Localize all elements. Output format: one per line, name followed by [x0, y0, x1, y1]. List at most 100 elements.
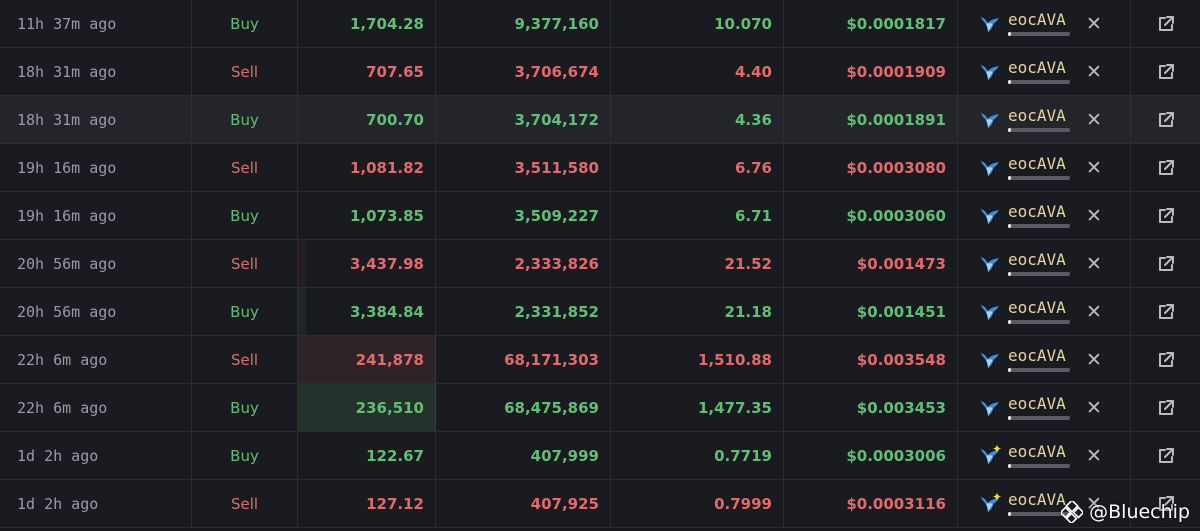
- table-row[interactable]: 19h 16m ago Sell 1,081.82 3,511,580 6.76…: [0, 144, 1200, 192]
- maker-name[interactable]: eocAVA: [1008, 58, 1066, 77]
- trade-time: 20h 56m ago: [0, 288, 192, 335]
- external-link-icon[interactable]: [1157, 447, 1175, 465]
- maker-name[interactable]: eocAVA: [1008, 106, 1066, 125]
- open-link-cell[interactable]: [1131, 96, 1200, 143]
- maker-cell[interactable]: eocAVA ✕: [958, 192, 1131, 239]
- external-link-icon[interactable]: [1157, 207, 1175, 225]
- trade-time: 11h 37m ago: [0, 0, 192, 47]
- trade-type: Buy: [192, 192, 298, 239]
- trade-usd-cell: 127.12: [298, 480, 436, 527]
- trade-price: $0.001451: [784, 288, 958, 335]
- maker-cell[interactable]: ✦ eocAVA ✕: [958, 432, 1131, 479]
- maker-cell[interactable]: eocAVA ✕: [958, 48, 1131, 95]
- maker-cell[interactable]: eocAVA ✕: [958, 96, 1131, 143]
- whale-icon: [980, 62, 1002, 82]
- maker-holding-bar: [1008, 224, 1070, 228]
- maker-name[interactable]: eocAVA: [1008, 10, 1066, 29]
- external-link-icon[interactable]: [1157, 351, 1175, 369]
- external-link-icon[interactable]: [1157, 399, 1175, 417]
- maker-holding-bar: [1008, 368, 1070, 372]
- external-link-icon[interactable]: [1157, 63, 1175, 81]
- maker-cell[interactable]: eocAVA ✕: [958, 240, 1131, 287]
- trade-usd-cell: 236,510: [298, 384, 436, 431]
- maker-cell[interactable]: eocAVA ✕: [958, 0, 1131, 47]
- open-link-cell[interactable]: [1131, 480, 1200, 527]
- open-link-cell[interactable]: [1131, 336, 1200, 383]
- close-icon[interactable]: ✕: [1086, 108, 1102, 131]
- close-icon[interactable]: ✕: [1086, 300, 1102, 323]
- trade-usd-cell: 1,704.28: [298, 0, 436, 47]
- table-row[interactable]: 20h 56m ago Buy 3,384.84 2,331,852 21.18…: [0, 288, 1200, 336]
- trade-tokens: 2,331,852: [436, 288, 611, 335]
- trade-usd: 3,384.84: [349, 302, 424, 321]
- table-row[interactable]: 1d 2h ago Sell 127.12 407,925 0.7999 $0.…: [0, 480, 1200, 528]
- external-link-icon[interactable]: [1157, 159, 1175, 177]
- table-row[interactable]: 18h 31m ago Buy 700.70 3,704,172 4.36 $0…: [0, 96, 1200, 144]
- open-link-cell[interactable]: [1131, 144, 1200, 191]
- trade-ava: 1,510.88: [611, 336, 784, 383]
- trade-ava: 0.7719: [611, 432, 784, 479]
- maker-cell[interactable]: eocAVA ✕: [958, 336, 1131, 383]
- trade-usd: 1,704.28: [349, 14, 424, 33]
- table-row[interactable]: 19h 16m ago Buy 1,073.85 3,509,227 6.71 …: [0, 192, 1200, 240]
- trade-usd-cell: 3,437.98: [298, 240, 436, 287]
- open-link-cell[interactable]: [1131, 240, 1200, 287]
- external-link-icon[interactable]: [1157, 255, 1175, 273]
- usd-volume-bar: [298, 384, 436, 431]
- close-icon[interactable]: ✕: [1086, 12, 1102, 35]
- trade-ava: 21.18: [611, 288, 784, 335]
- table-row[interactable]: 22h 6m ago Sell 241,878 68,171,303 1,510…: [0, 336, 1200, 384]
- maker-name[interactable]: eocAVA: [1008, 346, 1066, 365]
- trade-price: $0.0003116: [784, 480, 958, 527]
- trade-price: $0.0003006: [784, 432, 958, 479]
- trade-usd: 3,437.98: [349, 254, 424, 273]
- close-icon[interactable]: ✕: [1086, 492, 1102, 515]
- close-icon[interactable]: ✕: [1086, 204, 1102, 227]
- maker-cell[interactable]: eocAVA ✕: [958, 144, 1131, 191]
- open-link-cell[interactable]: [1131, 48, 1200, 95]
- table-row[interactable]: 22h 6m ago Buy 236,510 68,475,869 1,477.…: [0, 384, 1200, 432]
- trade-price: $0.0001909: [784, 48, 958, 95]
- trade-usd: 241,878: [355, 350, 424, 369]
- maker-cell[interactable]: eocAVA ✕: [958, 384, 1131, 431]
- trade-tokens: 2,333,826: [436, 240, 611, 287]
- open-link-cell[interactable]: [1131, 432, 1200, 479]
- maker-name[interactable]: eocAVA: [1008, 490, 1066, 509]
- trade-type: Buy: [192, 0, 298, 47]
- maker-cell[interactable]: eocAVA ✕: [958, 288, 1131, 335]
- open-link-cell[interactable]: [1131, 288, 1200, 335]
- open-link-cell[interactable]: [1131, 192, 1200, 239]
- table-row[interactable]: 20h 56m ago Sell 3,437.98 2,333,826 21.5…: [0, 240, 1200, 288]
- trade-ava: 6.76: [611, 144, 784, 191]
- whale-icon: [980, 254, 1002, 274]
- external-link-icon[interactable]: [1157, 495, 1175, 513]
- close-icon[interactable]: ✕: [1086, 444, 1102, 467]
- maker-name[interactable]: eocAVA: [1008, 154, 1066, 173]
- trade-usd: 1,073.85: [349, 206, 424, 225]
- maker-name[interactable]: eocAVA: [1008, 394, 1066, 413]
- external-link-icon[interactable]: [1157, 303, 1175, 321]
- close-icon[interactable]: ✕: [1086, 348, 1102, 371]
- external-link-icon[interactable]: [1157, 15, 1175, 33]
- table-row[interactable]: 1d 2h ago Buy 122.67 407,999 0.7719 $0.0…: [0, 432, 1200, 480]
- whale-icon: [980, 14, 1002, 34]
- trade-usd-cell: 1,081.82: [298, 144, 436, 191]
- watermark-logo-icon: [1061, 501, 1084, 523]
- maker-name[interactable]: eocAVA: [1008, 202, 1066, 221]
- close-icon[interactable]: ✕: [1086, 396, 1102, 419]
- trade-usd-cell: 1,073.85: [298, 192, 436, 239]
- maker-name[interactable]: eocAVA: [1008, 250, 1066, 269]
- table-row[interactable]: 11h 37m ago Buy 1,704.28 9,377,160 10.07…: [0, 0, 1200, 48]
- close-icon[interactable]: ✕: [1086, 60, 1102, 83]
- trade-time: 22h 6m ago: [0, 384, 192, 431]
- maker-cell[interactable]: ✦ eocAVA ✕: [958, 480, 1131, 527]
- maker-name[interactable]: eocAVA: [1008, 298, 1066, 317]
- close-icon[interactable]: ✕: [1086, 252, 1102, 275]
- table-row[interactable]: 18h 31m ago Sell 707.65 3,706,674 4.40 $…: [0, 48, 1200, 96]
- external-link-icon[interactable]: [1157, 111, 1175, 129]
- whale-icon: [980, 350, 1002, 370]
- open-link-cell[interactable]: [1131, 0, 1200, 47]
- close-icon[interactable]: ✕: [1086, 156, 1102, 179]
- open-link-cell[interactable]: [1131, 384, 1200, 431]
- maker-name[interactable]: eocAVA: [1008, 442, 1066, 461]
